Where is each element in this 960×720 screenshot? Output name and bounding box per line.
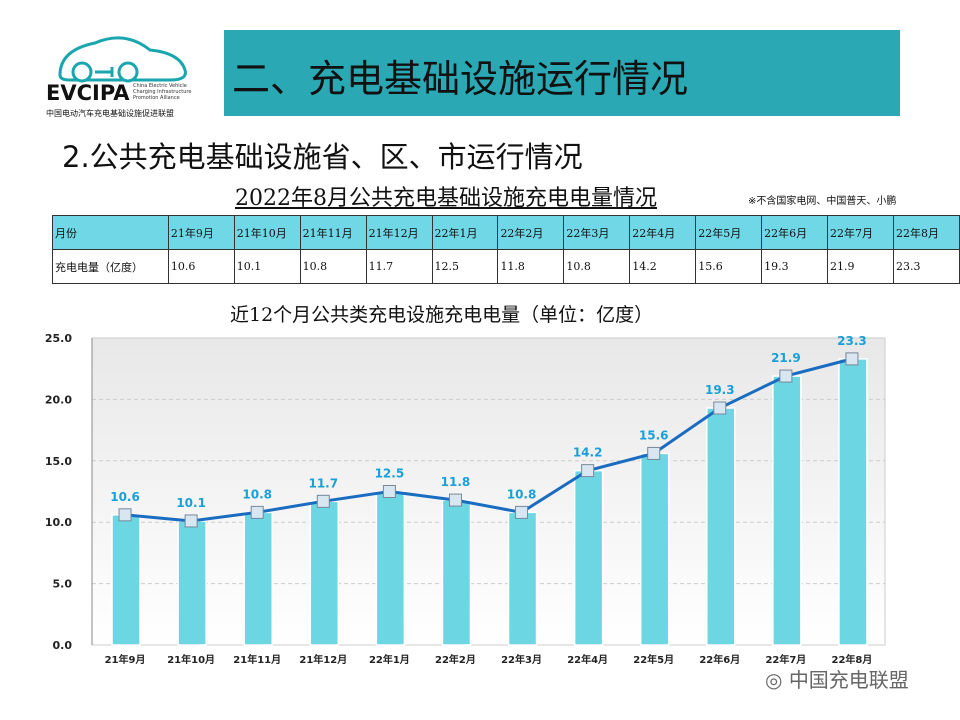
- x-tick-label: 22年4月: [567, 653, 608, 666]
- table-cell: 19.3: [761, 249, 829, 284]
- watermark: ◎ 中国充电联盟: [765, 664, 909, 693]
- x-tick-label: 22年2月: [435, 653, 476, 666]
- data-point: [515, 505, 529, 519]
- logo-brand: EVCIPA: [46, 81, 130, 105]
- table-header-cell: 22年8月: [892, 215, 960, 250]
- x-tick-label: 22年1月: [369, 653, 410, 666]
- data-point: [250, 505, 264, 519]
- table-cell: 23.3: [892, 249, 960, 284]
- y-tick-label: 10.0: [45, 516, 72, 529]
- car-plug-icon: [58, 36, 187, 83]
- bar: [441, 499, 472, 646]
- x-tick-label: 22年3月: [501, 653, 542, 666]
- data-point: [779, 369, 793, 383]
- y-tick-label: 5.0: [53, 578, 73, 591]
- table-header-cell: 21年12月: [365, 215, 433, 250]
- evcipa-logo: EVCIPA China Electric Vehicle Charging I…: [40, 25, 200, 120]
- watermark-text: 中国充电联盟: [788, 668, 909, 692]
- table-cell: 11.7: [365, 249, 433, 284]
- table-cell: 21.9: [827, 249, 894, 284]
- y-tick-label: 20.0: [45, 393, 72, 406]
- data-label: 23.3: [837, 334, 867, 348]
- data-label: 14.2: [573, 446, 603, 460]
- bar: [111, 514, 141, 646]
- bar: [573, 469, 604, 646]
- data-point: [713, 401, 727, 415]
- table-cell: 10.8: [563, 249, 631, 284]
- data-point: [316, 494, 330, 508]
- data-label: 10.8: [507, 487, 537, 501]
- x-tick-label: 21年12月: [299, 653, 347, 666]
- row-header-month: 月份: [52, 215, 169, 250]
- table-header-cell: 22年3月: [563, 215, 631, 250]
- data-table: 月份 21年9月 21年10月 21年11月 21年12月 22年1月 22年2月 22年3月…: [52, 215, 960, 284]
- bar: [838, 358, 868, 646]
- logo-cn: 中国电动汽车充电基础设施促进联盟: [46, 109, 174, 118]
- data-label: 21.9: [771, 351, 801, 365]
- y-tick-label: 25.0: [45, 332, 72, 345]
- wechat-icon: ◎: [765, 668, 789, 692]
- table-cell: 10.6: [167, 249, 235, 284]
- data-label: 19.3: [705, 383, 735, 397]
- table-header-cell: 22年5月: [695, 215, 763, 250]
- data-point: [581, 464, 595, 478]
- logo-en-3: Promotion Alliance: [133, 95, 180, 101]
- table-cell: 15.6: [695, 249, 763, 284]
- header-bar: 二、充电基础设施运行情况: [224, 30, 900, 116]
- x-tick-label: 22年5月: [633, 653, 674, 666]
- data-point: [448, 493, 462, 507]
- table-row: 充电电量（亿度） 10.6 10.1 10.8 11.7 12.5 11.8 10.8 14.2…: [52, 249, 960, 284]
- table-header-cell: 22年4月: [629, 215, 697, 250]
- x-tick-label: 21年11月: [233, 653, 281, 666]
- data-point: [382, 485, 396, 498]
- table-cell: 10.1: [233, 249, 301, 284]
- x-tick-label: 21年9月: [105, 653, 146, 666]
- x-tick-label: 22年6月: [699, 653, 740, 666]
- bar: [507, 511, 538, 646]
- table-cell: 14.2: [629, 249, 697, 284]
- data-label: 15.6: [639, 428, 669, 442]
- data-point: [118, 508, 132, 522]
- bar: [772, 375, 802, 646]
- x-tick-label: 22年7月: [765, 653, 806, 666]
- section-subtitle: 2.公共充电基础设施省、区、市运行情况: [62, 140, 583, 174]
- bar: [706, 407, 736, 646]
- data-point: [647, 446, 661, 460]
- x-tick-label: 22年8月: [832, 653, 873, 666]
- table-cell: 10.8: [299, 249, 367, 284]
- bar: [177, 520, 207, 646]
- logo-en-1: China Electric Vehicle: [133, 83, 187, 89]
- page-title: 二、充电基础设施运行情况: [232, 57, 689, 101]
- plot-area: [91, 337, 886, 646]
- row-header-value: 充电电量（亿度）: [52, 249, 169, 284]
- table-header-cell: 21年9月: [167, 215, 235, 250]
- bar: [375, 490, 406, 646]
- data-label: 10.1: [176, 496, 206, 510]
- x-tick-label: 21年10月: [167, 653, 215, 666]
- data-label: 10.8: [242, 487, 272, 501]
- table-note: ※不含国家电网、中国普天、小鹏: [748, 196, 897, 207]
- table-cell: 11.8: [497, 249, 565, 284]
- y-tick-label: 0.0: [53, 639, 73, 652]
- data-label: 12.5: [375, 467, 405, 481]
- bar: [639, 452, 670, 646]
- y-tick-label: 15.0: [45, 455, 72, 468]
- table-cell: 12.5: [431, 249, 499, 284]
- table-header-cell: 21年11月: [299, 215, 367, 250]
- data-label: 11.8: [441, 475, 471, 489]
- table-header-cell: 22年7月: [827, 215, 894, 250]
- data-label: 10.6: [110, 490, 140, 504]
- data-point: [845, 352, 859, 366]
- data-point: [184, 514, 198, 528]
- bar: [309, 500, 340, 646]
- logo-en-2: Charging Infrastructure: [133, 89, 192, 95]
- series-line: [124, 357, 853, 523]
- data-label: 11.7: [308, 476, 338, 490]
- table-title: 2022年8月公共充电基础设施充电电量情况: [235, 186, 657, 211]
- bar: [243, 511, 273, 646]
- chart-title: 近12个月公共类充电设施充电电量（单位：亿度）: [230, 304, 654, 326]
- table-header-cell: 21年10月: [233, 215, 301, 250]
